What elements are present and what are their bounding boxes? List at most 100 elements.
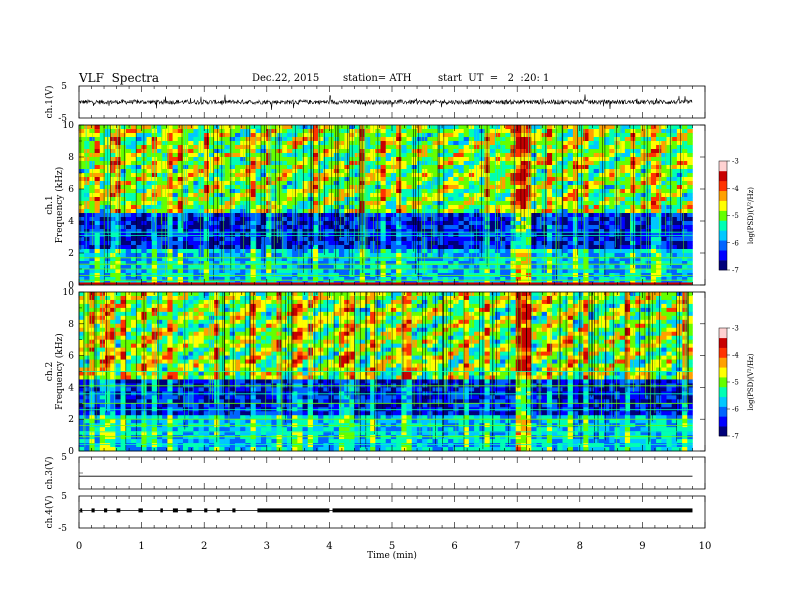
spectrogram-cell [255, 125, 262, 130]
spectrogram-cell [380, 185, 387, 190]
spectrogram-cell [437, 245, 444, 250]
spectrogram-cell [281, 177, 288, 182]
spectrogram-cell [333, 245, 340, 250]
spectrogram-cell [354, 261, 361, 266]
spectrogram-cell [474, 161, 480, 166]
spectrogram-cell [479, 265, 485, 270]
spectrogram-cell [177, 185, 184, 190]
spectrogram-cell [396, 225, 402, 230]
spectrogram-cell [182, 137, 189, 142]
spectrogram-cell [115, 237, 121, 242]
spectrogram-cell [546, 253, 553, 258]
spectrogram-cell [479, 277, 485, 282]
spectrogram-cell [229, 261, 236, 266]
spectrogram-cell [624, 245, 631, 250]
spectrogram-cell [79, 315, 85, 321]
spectrogram-cell [448, 153, 454, 158]
spectrogram-cell [458, 129, 465, 134]
spectrogram-cell [500, 129, 506, 134]
spectrogram-cell [593, 153, 600, 158]
spectrogram-cell [624, 209, 631, 214]
spectrogram-cell [323, 185, 329, 190]
spectrogram-cell [323, 225, 329, 230]
spectrogram-cell [266, 185, 272, 190]
spectrogram-cell [666, 229, 672, 234]
spectrogram-cell [458, 225, 465, 230]
spectrogram-cell [583, 137, 589, 142]
spectrogram-cell [442, 197, 449, 202]
spectrogram-cell [552, 257, 558, 262]
spectrogram-cell [177, 257, 184, 262]
spectrogram-cell [390, 261, 397, 266]
spectrogram-cell [286, 277, 293, 282]
spectrogram-cell [89, 205, 95, 210]
spectrogram-cell [292, 249, 298, 254]
spectrogram-cell [474, 217, 480, 222]
spectrogram-cell [614, 169, 620, 174]
spectrogram-cell [208, 125, 215, 130]
spectrogram-cell [687, 253, 693, 258]
spectrogram-cell [318, 245, 324, 250]
spectrogram-cell [130, 153, 137, 158]
spectrogram-cell [614, 129, 620, 134]
spectrogram-cell [588, 161, 594, 166]
spectrogram-cell [370, 225, 376, 230]
spectrogram-cell [84, 261, 90, 266]
spectrogram-cell [130, 193, 137, 198]
spectrogram-cell [442, 177, 449, 182]
spectrogram-cell [630, 213, 636, 218]
spectrogram-cell [323, 177, 329, 182]
spectrogram-cell [198, 149, 205, 154]
spectrogram-cell [333, 133, 340, 138]
spectrogram-cell [604, 193, 610, 198]
spectrogram-cell [89, 221, 95, 226]
spectrogram-cell [286, 137, 293, 142]
spectrogram-cell [177, 245, 184, 250]
spectrogram-cell [406, 173, 413, 178]
spectrogram-cell [468, 237, 475, 242]
spectrogram-cell [489, 157, 496, 162]
spectrogram-cell [286, 169, 293, 174]
spectrogram-cell [557, 201, 563, 206]
spectrogram-cell [94, 221, 101, 226]
spectrogram-cell [312, 205, 319, 210]
spectrogram-cell [136, 277, 142, 282]
spectrogram-cell [380, 157, 387, 162]
spectrogram-cell [297, 221, 303, 226]
spectrogram-cell [687, 125, 693, 130]
spectrogram-cell [427, 245, 433, 250]
spectrogram-cell [463, 133, 470, 138]
spectrogram-cell [188, 157, 194, 162]
spectrogram-cell [276, 241, 283, 246]
spectrogram-cell [619, 221, 626, 226]
spectrogram-cell [396, 253, 402, 258]
spectrogram-cell [344, 197, 350, 202]
spectrogram-cell [437, 269, 444, 274]
spectrogram-cell [505, 177, 511, 182]
spectrogram-cell [141, 245, 147, 250]
spectrogram-cell [286, 225, 293, 230]
spectrogram-cell [432, 261, 439, 266]
spectrogram-cell [79, 311, 85, 317]
spectrogram-cell [84, 181, 90, 186]
spectrogram-cell [604, 125, 610, 130]
spectrogram-cell [208, 249, 215, 254]
spectrogram-cell [167, 149, 173, 154]
spectrogram-cell [401, 181, 407, 186]
spectrogram-cell [682, 197, 688, 202]
spectrogram-cell [406, 177, 413, 182]
spectrogram-cell [536, 277, 543, 282]
spectrogram-cell [385, 261, 392, 266]
spectrogram-cell [203, 229, 210, 234]
spectrogram-cell [671, 161, 678, 166]
spectrogram-cell [479, 181, 485, 186]
spectrogram-cell [463, 201, 470, 206]
spectrogram-cell [671, 277, 678, 282]
spectrogram-cell [650, 229, 657, 234]
spectrogram-cell [609, 221, 615, 226]
spectrogram-cell [609, 205, 615, 210]
spectrogram-cell [333, 201, 340, 206]
spectrogram-cell [474, 157, 480, 162]
spectrogram-cell [567, 177, 574, 182]
spectrogram-cell [380, 149, 387, 154]
